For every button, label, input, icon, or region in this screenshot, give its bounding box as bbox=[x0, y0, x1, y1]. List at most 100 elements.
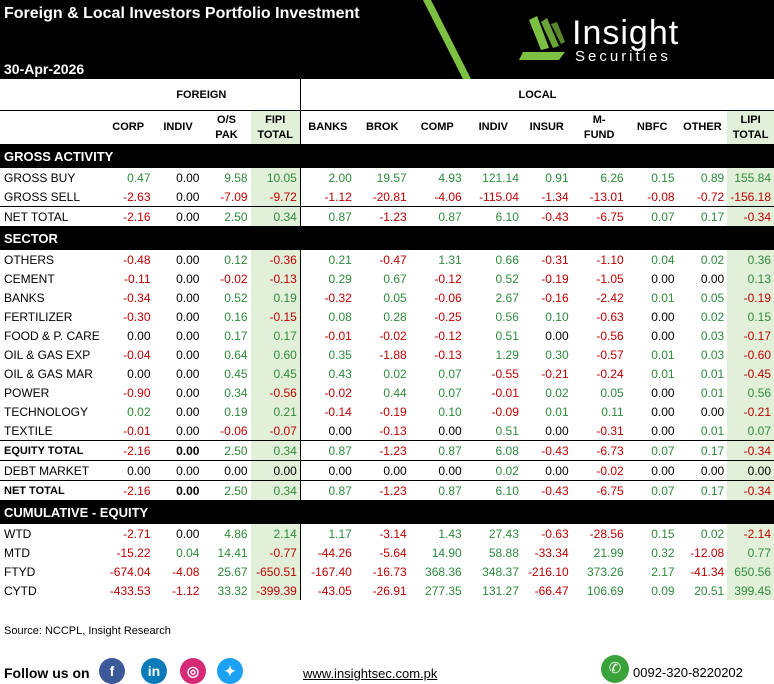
value-cell: -433.53 bbox=[109, 583, 151, 598]
value-cell: 0.02 bbox=[700, 309, 725, 324]
value-cell: 0.67 bbox=[383, 271, 407, 286]
value-cell: 0.87 bbox=[300, 480, 355, 500]
value-cell: 2.00 bbox=[328, 170, 352, 185]
value-cell: -0.09 bbox=[491, 404, 519, 419]
column-header: COMP bbox=[410, 111, 465, 145]
value-cell: -0.21 bbox=[541, 366, 569, 381]
instagram-icon[interactable]: ◎ bbox=[180, 658, 206, 684]
value-cell: 0.07 bbox=[438, 366, 462, 381]
value-cell: 0.00 bbox=[700, 404, 725, 419]
value-cell: 0.35 bbox=[328, 347, 352, 362]
value-cell: -0.19 bbox=[379, 404, 407, 419]
value-cell: -12.08 bbox=[690, 545, 725, 560]
value-cell: -2.42 bbox=[596, 290, 624, 305]
linkedin-icon[interactable]: in bbox=[141, 658, 167, 684]
value-cell: -9.72 bbox=[250, 187, 301, 207]
value-cell: 0.17 bbox=[677, 480, 728, 500]
value-cell: 0.00 bbox=[651, 328, 675, 343]
value-cell: -0.16 bbox=[541, 290, 569, 305]
table-row: EQUITY TOTAL -2.16 0.00 2.50 0.34 0.87 -1.23 0.… bbox=[0, 440, 774, 461]
value-cell: 121.14 bbox=[482, 170, 519, 185]
value-cell: 0.45 bbox=[224, 366, 248, 381]
value-cell: -0.12 bbox=[434, 328, 462, 343]
column-header-line1: COMP bbox=[420, 121, 454, 133]
value-cell: 0.21 bbox=[328, 252, 352, 267]
value-cell: 0.00 bbox=[176, 290, 200, 305]
value-cell: 0.34 bbox=[250, 440, 301, 461]
value-cell: 2.17 bbox=[651, 564, 675, 579]
value-cell: 6.26 bbox=[600, 170, 624, 185]
value-cell: -0.36 bbox=[250, 250, 301, 269]
value-cell: 2.67 bbox=[495, 290, 519, 305]
value-cell: 0.29 bbox=[328, 271, 352, 286]
value-cell: -674.04 bbox=[109, 564, 151, 579]
value-cell: 0.17 bbox=[677, 206, 728, 226]
value-cell: -156.18 bbox=[727, 187, 774, 207]
value-cell: 0.00 bbox=[102, 460, 154, 481]
value-cell: 0.89 bbox=[700, 170, 725, 185]
value-cell: 0.00 bbox=[354, 460, 410, 481]
value-cell: 6.10 bbox=[464, 206, 522, 226]
table-row: DEBT MARKET 0.00 0.00 0.00 0.00 0.00 0.00 0.00 0… bbox=[0, 460, 774, 481]
value-cell: 0.07 bbox=[438, 385, 462, 400]
value-cell: 0.00 bbox=[409, 460, 465, 481]
website-link[interactable]: www.insightsec.com.pk bbox=[303, 666, 438, 681]
value-cell: 0.00 bbox=[176, 404, 200, 419]
value-cell: 0.08 bbox=[328, 309, 352, 324]
value-cell: 0.01 bbox=[700, 423, 725, 438]
report-header: Foreign & Local Investors Portfolio Inve… bbox=[0, 0, 774, 79]
value-cell: 4.93 bbox=[438, 170, 462, 185]
value-cell: 277.35 bbox=[425, 583, 462, 598]
value-cell: 0.13 bbox=[727, 269, 774, 288]
value-cell: 0.00 bbox=[545, 328, 569, 343]
whatsapp-icon: ✆ bbox=[601, 655, 629, 683]
value-cell: 368.36 bbox=[425, 564, 462, 579]
value-cell: 0.00 bbox=[176, 252, 200, 267]
value-cell: -399.39 bbox=[250, 581, 301, 600]
value-cell: -0.19 bbox=[541, 271, 569, 286]
value-cell: 0.01 bbox=[545, 404, 569, 419]
value-cell: -0.43 bbox=[521, 206, 572, 226]
facebook-icon[interactable]: f bbox=[99, 658, 125, 684]
value-cell: -6.75 bbox=[571, 480, 627, 500]
column-header-line1: CORP bbox=[112, 121, 145, 133]
section-header: SECTOR bbox=[0, 226, 774, 250]
table-row: CYTD -433.53 -1.12 33.32 -399.39 -43.05 -26.91… bbox=[0, 581, 774, 600]
table-row: BANKS -0.34 0.00 0.52 0.19 -0.32 0.05 -0.06 2.67… bbox=[0, 288, 774, 307]
section-header: GROSS ACTIVITY bbox=[0, 144, 774, 168]
value-cell: 1.17 bbox=[328, 526, 352, 541]
value-cell: -0.31 bbox=[596, 423, 624, 438]
value-cell: 399.45 bbox=[727, 581, 774, 600]
value-cell: -43.05 bbox=[317, 583, 352, 598]
value-cell: 0.01 bbox=[651, 290, 675, 305]
table-row: OIL & GAS MAR 0.00 0.00 0.45 0.45 0.43 0.02 0.0… bbox=[0, 364, 774, 383]
value-cell: 14.41 bbox=[217, 545, 248, 560]
value-cell: -5.64 bbox=[379, 545, 407, 560]
value-cell: 0.01 bbox=[700, 385, 725, 400]
value-cell: 0.00 bbox=[651, 309, 675, 324]
row-label: OTHERS bbox=[4, 252, 55, 267]
row-label: CYTD bbox=[4, 583, 37, 598]
value-cell: 2.14 bbox=[250, 524, 301, 543]
value-cell: 58.88 bbox=[488, 545, 519, 560]
twitter-icon[interactable]: ✦ bbox=[217, 658, 243, 684]
value-cell: 0.17 bbox=[677, 440, 728, 461]
table-row: OIL & GAS EXP -0.04 0.00 0.64 0.60 0.35 -1.88 -… bbox=[0, 345, 774, 364]
value-cell: 0.51 bbox=[495, 328, 519, 343]
value-cell: 0.00 bbox=[127, 328, 151, 343]
value-cell: 0.00 bbox=[153, 440, 203, 461]
table-row: MTD -15.22 0.04 14.41 -0.77 -44.26 -5.64 14.90 5… bbox=[0, 543, 774, 562]
value-cell: 0.00 bbox=[202, 460, 251, 481]
value-cell: 0.00 bbox=[545, 423, 569, 438]
row-label: WTD bbox=[4, 526, 32, 541]
value-cell: -0.63 bbox=[541, 526, 569, 541]
table-row: FOOD & P. CARE 0.00 0.00 0.17 0.17 -0.01 -0.02… bbox=[0, 326, 774, 345]
value-cell: 0.30 bbox=[545, 347, 569, 362]
report-date: 30-Apr-2026 bbox=[4, 61, 85, 77]
insight-logo-icon bbox=[519, 16, 565, 60]
value-cell: 0.04 bbox=[651, 252, 675, 267]
value-cell: 0.15 bbox=[651, 526, 675, 541]
row-label: GROSS BUY bbox=[4, 170, 76, 185]
value-cell: 0.00 bbox=[153, 206, 203, 226]
table-row: TEXTILE -0.01 0.00 -0.06 -0.07 0.00 -0.13 0.00 0… bbox=[0, 421, 774, 441]
